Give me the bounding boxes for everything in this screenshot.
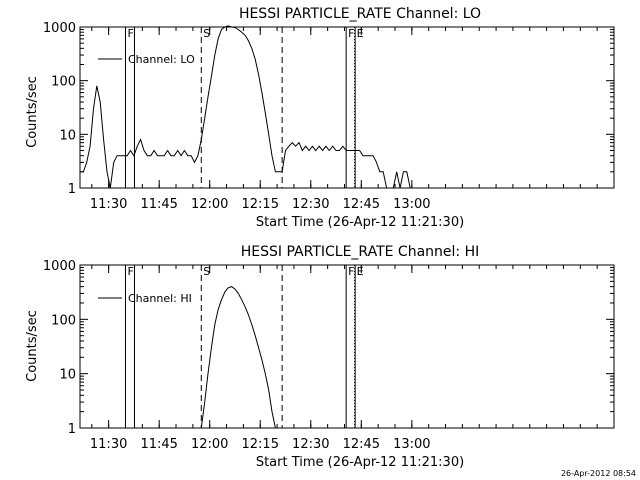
y-ticks: 1 10 100 1000	[43, 21, 614, 197]
x-tick-label: 12:00	[191, 197, 228, 212]
x-tick-label: 11:45	[140, 437, 177, 452]
panel-title: HESSI PARTICLE_RATE Channel: HI	[241, 244, 479, 260]
x-tick-label: 12:00	[191, 437, 228, 452]
marker-label: F	[348, 27, 354, 40]
x-tick-label: 11:30	[90, 437, 127, 452]
y-axis-label: Counts/sec	[25, 310, 40, 382]
y-axis-label: Counts/sec	[25, 76, 40, 148]
legend-label: Channel: LO	[128, 53, 195, 66]
series-lines	[80, 25, 414, 189]
marker-label: F	[348, 265, 354, 278]
x-axis-label: Start Time (26-Apr-12 11:21:30)	[256, 455, 464, 470]
y-tick-label: 100	[51, 313, 76, 328]
marker-label: F	[127, 27, 133, 40]
y-tick-label: 100	[51, 75, 76, 90]
x-tick-label: 11:45	[140, 197, 177, 212]
y-tick-label: 1	[68, 422, 76, 437]
panel-title: HESSI PARTICLE_RATE Channel: LO	[239, 6, 481, 22]
marker-label: E	[357, 265, 364, 278]
y-tick-label: 1000	[43, 21, 76, 36]
x-ticks: 11:30 11:45 12:00 12:15 12:30 12:45 13:00	[90, 265, 615, 452]
legend-label: Channel: HI	[128, 292, 192, 305]
x-tick-label: 11:30	[90, 197, 127, 212]
x-tick-label: 13:00	[393, 197, 430, 212]
x-tick-label: 12:15	[242, 197, 279, 212]
x-ticks: 11:30 11:45 12:00 12:15 12:30 12:45 13:00	[90, 27, 615, 212]
y-tick-label: 1000	[43, 259, 76, 274]
x-axis-label: Start Time (26-Apr-12 11:21:30)	[256, 215, 464, 230]
x-tick-label: 12:30	[292, 197, 329, 212]
x-tick-label: 12:15	[242, 437, 279, 452]
series-lines	[200, 286, 276, 429]
series-line	[200, 286, 276, 429]
x-tick-label: 13:00	[393, 437, 430, 452]
y-tick-label: 1	[68, 182, 76, 197]
footer-timestamp: 26-Apr-2012 08:54	[561, 469, 636, 478]
plot-frame	[79, 26, 615, 189]
panel-hi: HESSI PARTICLE_RATE Channel: HI Start Ti…	[25, 244, 615, 470]
marker-label: E	[357, 27, 364, 40]
plot-frame	[79, 264, 615, 429]
y-tick-label: 10	[59, 128, 76, 143]
x-tick-label: 12:45	[343, 197, 380, 212]
marker-label: S	[203, 27, 210, 40]
marker-label: F	[127, 265, 133, 278]
x-tick-label: 12:45	[343, 437, 380, 452]
series-line	[80, 25, 414, 189]
y-ticks: 1 10 100 1000	[43, 259, 614, 437]
marker-label: S	[203, 265, 210, 278]
y-tick-label: 10	[59, 368, 76, 383]
panel-lo: HESSI PARTICLE_RATE Channel: LO Start Ti…	[25, 6, 615, 230]
x-tick-label: 12:30	[292, 437, 329, 452]
